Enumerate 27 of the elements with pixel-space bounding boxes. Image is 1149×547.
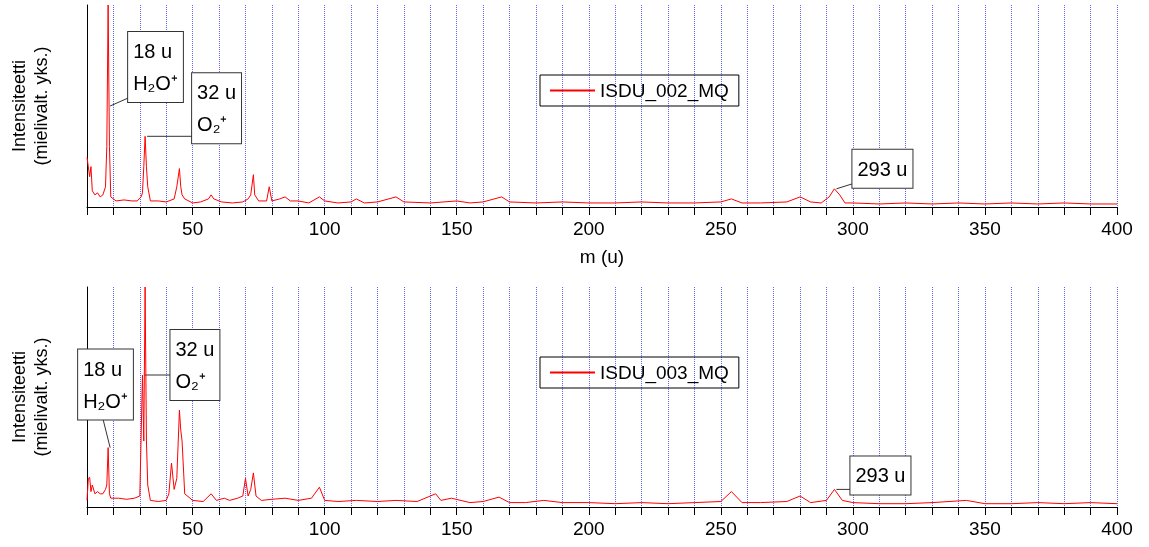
x-tick-label: 400 [1101,218,1133,239]
x-tick-label: 150 [440,518,473,539]
x-tick-label: 400 [1101,518,1133,539]
x-tick-label: 300 [837,518,869,539]
x-tick-label: 350 [969,218,1001,239]
annotation: 32 u O₂⁺ [175,338,215,392]
x-axis-title: m (u) [579,246,625,267]
x-tick-label: 300 [837,218,869,239]
x-tick-label: 350 [969,518,1001,539]
legend-label: ISDU_002_MQ [600,80,729,102]
legend-label: ISDU_003_MQ [600,362,729,384]
annotation: 293 u [855,464,906,487]
y-axis-title: Intensiteetti (mielivalt. yks.) [9,46,51,166]
x-tick-label: 150 [440,218,473,239]
annotation: 293 u [857,157,908,180]
x-tick-label: 250 [704,518,737,539]
x-tick-label: 50 [182,218,204,239]
annotation: 18 u H₂O⁺ [83,357,128,412]
x-tick-label: 50 [182,518,204,539]
x-tick-label: 100 [308,518,341,539]
annotation: 32 u O₂⁺ [197,81,237,136]
annotation: 18 u H₂O⁺ [133,40,178,94]
y-axis-title: Intensiteetti (mielivalt. yks.) [9,337,51,457]
x-tick-label: 200 [572,518,605,539]
x-tick-label: 100 [308,218,341,239]
x-tick-label: 200 [572,218,605,239]
x-tick-label: 250 [704,218,737,239]
